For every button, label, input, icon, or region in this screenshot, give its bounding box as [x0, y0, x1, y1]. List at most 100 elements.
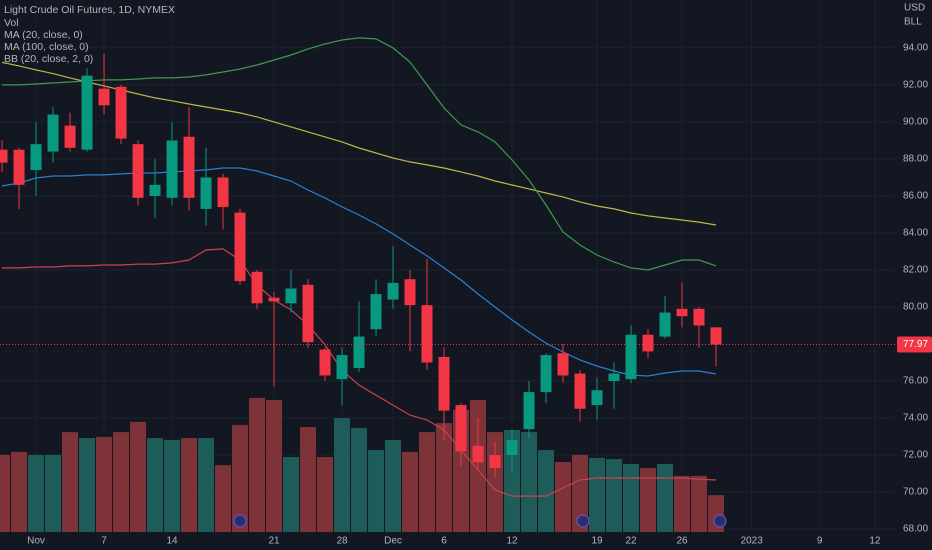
volume-bar — [674, 475, 691, 532]
x-tick-label: Dec — [384, 536, 402, 547]
volume-bar — [28, 454, 45, 532]
candle-body — [149, 184, 161, 196]
y-tick-label: 72.00 — [903, 450, 928, 461]
volume-bar — [640, 468, 657, 532]
volume-bar — [300, 427, 317, 532]
candle-body — [421, 305, 433, 363]
volume-bar — [113, 432, 130, 532]
volume-bar — [198, 438, 215, 532]
volume-bar — [317, 457, 334, 532]
candle-body — [353, 336, 365, 369]
volume-bar — [436, 423, 453, 532]
x-tick-label: 14 — [166, 536, 178, 547]
legend: Light Crude Oil Futures, 1D, NYMEX Vol M… — [4, 3, 925, 65]
event-icon[interactable] — [576, 514, 590, 528]
x-tick-label: 21 — [268, 536, 280, 547]
volume-bar — [402, 451, 419, 532]
y-tick-label: 68.00 — [903, 524, 928, 535]
volume-bar — [385, 439, 402, 532]
volume-bar — [164, 439, 181, 532]
y-tick-label: 92.00 — [903, 80, 928, 91]
candle-body — [506, 440, 518, 456]
candle-body — [591, 390, 603, 406]
candle-body — [81, 75, 93, 150]
candle-body — [659, 312, 671, 337]
candle-body — [47, 114, 59, 152]
volume-bar — [130, 421, 147, 532]
candle-body — [608, 373, 620, 382]
candle-body — [455, 405, 467, 452]
volume-bar — [555, 462, 572, 532]
x-tick-label: 26 — [676, 536, 688, 547]
volume-bar — [249, 397, 266, 532]
unit: BLL — [904, 17, 922, 28]
volume-bar — [45, 454, 62, 532]
volume-bar — [419, 432, 436, 532]
candle-body — [302, 284, 314, 343]
y-tick-label: 84.00 — [903, 228, 928, 239]
volume-bar — [538, 450, 555, 532]
candle-body — [625, 334, 637, 380]
volume-bar — [521, 432, 538, 532]
volume-bar — [283, 457, 300, 532]
y-tick-label: 74.00 — [903, 413, 928, 424]
candle-body — [234, 212, 246, 282]
candle-body — [268, 297, 280, 302]
volume-bar — [11, 451, 28, 532]
y-tick-label: 90.00 — [903, 117, 928, 128]
price-axis-bg — [895, 0, 932, 550]
candle-body — [370, 294, 382, 330]
volume-bar — [147, 438, 164, 532]
candle-body — [319, 349, 331, 376]
x-tick-label: 2023 — [741, 536, 764, 547]
candle-body — [438, 356, 450, 411]
candle-body — [13, 149, 25, 185]
candle-body — [30, 144, 42, 171]
candle-body — [0, 149, 8, 163]
candle-body — [676, 308, 688, 317]
y-tick-label: 88.00 — [903, 154, 928, 165]
x-tick-label: 19 — [591, 536, 603, 547]
legend-ma100: MA (100, close, 0) — [4, 41, 89, 53]
volume-bar — [657, 463, 674, 532]
legend-volume: Vol — [4, 17, 19, 29]
volume-bar — [232, 424, 249, 532]
y-tick-label: 86.00 — [903, 191, 928, 202]
volume-bar — [351, 427, 368, 532]
chart-title: Light Crude Oil Futures, 1D, NYMEX — [4, 4, 175, 16]
volume-bar — [606, 459, 623, 532]
volume-bar — [623, 463, 640, 532]
indicator-line — [1, 167, 717, 377]
last-price-tag — [897, 336, 932, 353]
candle-body — [404, 279, 416, 306]
candle-body — [115, 86, 127, 139]
x-tick-label: 12 — [506, 536, 518, 547]
event-icon[interactable] — [713, 514, 727, 528]
x-tick-label: 28 — [336, 536, 348, 547]
x-tick-label: Nov — [27, 536, 45, 547]
candle-body — [285, 288, 297, 304]
volume-bar — [181, 438, 198, 532]
y-tick-label: 76.00 — [903, 376, 928, 387]
volume-bar — [79, 438, 96, 532]
candle-body — [693, 308, 705, 326]
volume-bar — [266, 400, 283, 532]
candle-body — [523, 392, 535, 430]
candle-body — [540, 355, 552, 393]
x-tick-label: 6 — [441, 536, 447, 547]
indicator-line — [2, 248, 717, 497]
candles — [0, 53, 722, 478]
x-tick-label: 7 — [101, 536, 107, 547]
last-price-label: 77.97 — [903, 339, 928, 350]
y-tick-label: 94.00 — [903, 43, 928, 54]
volume-bar — [0, 454, 11, 532]
y-tick-label: 80.00 — [903, 302, 928, 313]
volume-bar — [96, 436, 113, 532]
candle-body — [251, 271, 263, 304]
candle-body — [387, 282, 399, 300]
y-tick-label: 70.00 — [903, 487, 928, 498]
candle-body — [217, 177, 229, 208]
event-icon[interactable] — [233, 514, 247, 528]
time-axis-bg — [0, 532, 932, 550]
